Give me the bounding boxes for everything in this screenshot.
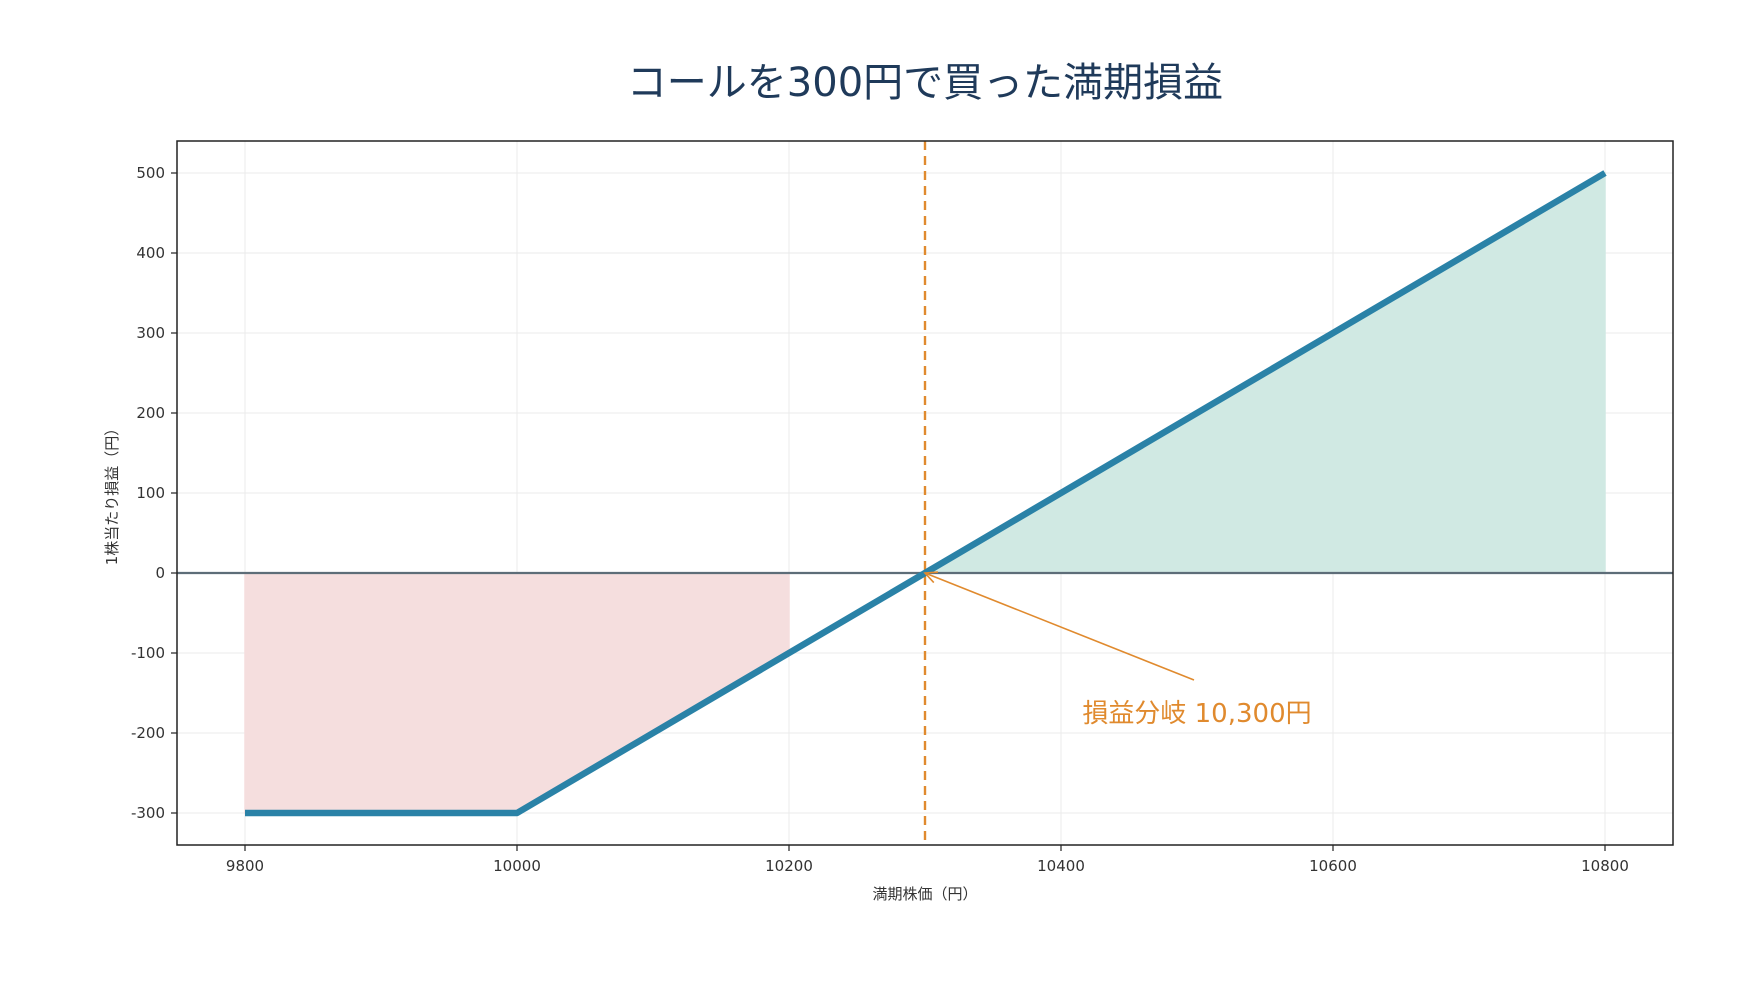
y-tick-label: 100 — [136, 484, 165, 502]
loss-region — [244, 572, 790, 814]
annotation-arrow — [924, 572, 1195, 681]
y-axis-ticks: 500 400 300 200 100 0 -100 -200 -300 — [131, 164, 177, 822]
x-tick-label: 10000 — [493, 857, 541, 875]
y-tick-label: 400 — [136, 244, 165, 262]
series-lines — [245, 170, 1607, 817]
y-tick-label: 500 — [136, 164, 165, 182]
annotation-arrowhead — [923, 571, 939, 584]
annotations: 損益分岐 10,300円 — [923, 571, 1312, 729]
payoff-line — [245, 170, 1607, 817]
breakeven-label: 損益分岐 10,300円 — [1082, 699, 1311, 729]
y-axis-label: 1株当たり損益（円） — [103, 421, 121, 566]
x-tick-label: 10600 — [1309, 857, 1357, 875]
x-tick-label: 10400 — [1037, 857, 1085, 875]
x-tick-label: 10200 — [765, 857, 813, 875]
y-tick-label: -100 — [131, 644, 165, 662]
x-tick-label: 9800 — [226, 857, 264, 875]
x-tick-label: 10800 — [1581, 857, 1629, 875]
y-tick-label: -200 — [131, 724, 165, 742]
x-axis-label: 満期株価（円） — [872, 885, 977, 903]
y-tick-label: 0 — [155, 564, 165, 582]
y-tick-label: -300 — [131, 804, 165, 822]
chart-title: コールを300円で買った満期損益 — [627, 60, 1223, 106]
y-tick-label: 300 — [136, 324, 165, 342]
y-tick-label: 200 — [136, 404, 165, 422]
x-axis-ticks: 9800 10000 10200 10400 10600 10800 — [226, 845, 1629, 875]
